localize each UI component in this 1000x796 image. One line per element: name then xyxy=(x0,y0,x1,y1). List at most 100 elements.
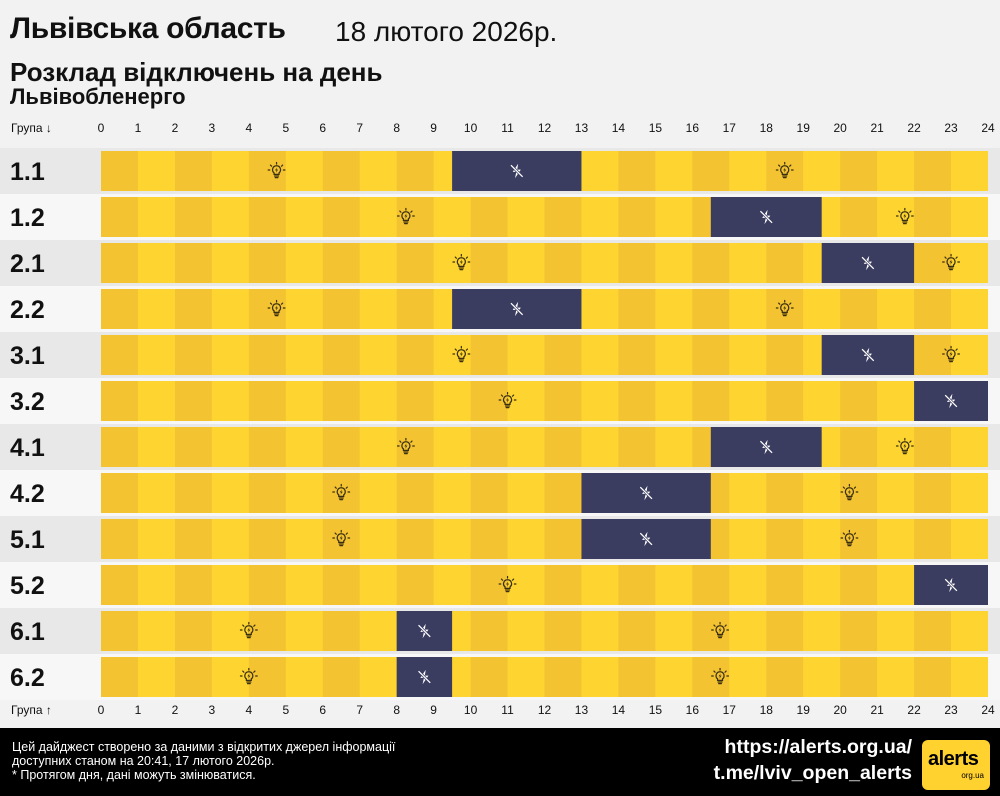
hour-stripe xyxy=(285,427,323,467)
group-row-3-2: 3.2 xyxy=(0,378,1000,424)
hour-stripe xyxy=(359,565,397,605)
hour-stripe xyxy=(803,611,841,651)
hour-stripe xyxy=(951,427,988,467)
axis-caption-bottom: Група ↑ xyxy=(11,703,52,717)
hour-stripe xyxy=(285,289,323,329)
hour-tick-label: 24 xyxy=(981,703,995,717)
group-label: 3.2 xyxy=(10,388,45,416)
hour-stripe xyxy=(729,151,767,191)
hour-stripe xyxy=(137,197,175,237)
hour-stripe xyxy=(655,381,693,421)
hour-stripe xyxy=(581,611,619,651)
hour-stripe xyxy=(729,381,767,421)
disclaimer-note: * Протягом дня, дані можуть змінюватися. xyxy=(12,768,256,782)
hour-stripe xyxy=(285,151,323,191)
hour-stripe xyxy=(211,611,249,651)
hour-stripe xyxy=(137,565,175,605)
hour-tick-label: 17 xyxy=(723,121,737,135)
hour-tick-label: 9 xyxy=(430,703,437,717)
hour-tick-label: 14 xyxy=(612,703,626,717)
hour-tick-label: 1 xyxy=(135,121,142,135)
outage-schedule-chart: 1.1 1.2 2.1 2.2 3.1 3.2 4.1 4.2 5.1 5.2 6.1 6.2 Гру… xyxy=(0,121,1000,717)
region-title: Львівська область xyxy=(10,12,286,45)
hour-stripe xyxy=(359,657,397,697)
hour-tick-label: 15 xyxy=(649,703,663,717)
hour-tick-label: 20 xyxy=(833,121,847,135)
group-row-4-2: 4.2 xyxy=(0,470,1000,516)
hour-stripe xyxy=(951,335,988,375)
hour-tick-label: 8 xyxy=(393,703,400,717)
hour-stripe xyxy=(581,335,619,375)
telegram-link[interactable]: t.me/lviv_open_alerts xyxy=(713,762,912,784)
hour-stripe xyxy=(581,427,619,467)
hour-stripe xyxy=(211,473,249,513)
hour-stripe xyxy=(137,519,175,559)
hour-stripe xyxy=(359,151,397,191)
hour-stripe xyxy=(951,519,988,559)
hour-stripe xyxy=(951,289,988,329)
hour-tick-label: 6 xyxy=(319,121,326,135)
hour-stripe xyxy=(655,197,693,237)
chart-axes: Група ↓ 0 1 2 3 4 5 6 7 8 9 10 11 12 13 14 15 16 17 18 19 20 2… xyxy=(11,121,995,717)
disclaimer-line: Цей дайджест створено за даними з відкри… xyxy=(12,740,396,754)
hour-tick-label: 21 xyxy=(870,703,884,717)
hour-stripe xyxy=(729,243,767,283)
hour-stripe xyxy=(655,243,693,283)
hour-stripe xyxy=(729,473,767,513)
hour-tick-label: 2 xyxy=(172,121,179,135)
axis-caption-top: Група ↓ xyxy=(11,121,52,135)
site-link[interactable]: https://alerts.org.ua/ xyxy=(724,736,912,758)
group-row-3-1: 3.1 xyxy=(0,332,1000,378)
hour-tick-label: 5 xyxy=(282,121,289,135)
hour-stripe xyxy=(803,289,841,329)
hour-tick-label: 11 xyxy=(501,703,514,717)
hour-tick-label: 24 xyxy=(981,121,995,135)
hour-stripe xyxy=(803,565,841,605)
hour-tick-label: 11 xyxy=(501,121,514,135)
hour-stripe xyxy=(951,151,988,191)
hour-stripe xyxy=(433,519,471,559)
hour-stripe xyxy=(507,657,545,697)
hour-stripe xyxy=(285,335,323,375)
hour-stripe xyxy=(211,151,249,191)
hour-stripe xyxy=(211,427,249,467)
group-row-5-1: 5.1 xyxy=(0,516,1000,562)
disclaimer-line: доступних станом на 20:41, 17 лютого 202… xyxy=(12,754,275,768)
hour-stripe xyxy=(729,289,767,329)
hour-tick-label: 8 xyxy=(393,121,400,135)
group-row-2-1: 2.1 xyxy=(0,240,1000,286)
group-label: 6.2 xyxy=(10,664,45,692)
hour-stripe xyxy=(359,381,397,421)
group-label: 2.2 xyxy=(10,296,45,324)
hour-stripe xyxy=(137,289,175,329)
group-row-2-2: 2.2 xyxy=(0,286,1000,332)
hour-tick-label: 7 xyxy=(356,121,363,135)
hour-stripe xyxy=(729,565,767,605)
hour-tick-label: 7 xyxy=(356,703,363,717)
hour-stripe xyxy=(803,657,841,697)
hour-tick-label: 19 xyxy=(797,121,811,135)
hour-stripe xyxy=(877,519,915,559)
hour-tick-label: 6 xyxy=(319,703,326,717)
group-label: 4.2 xyxy=(10,480,45,508)
hour-stripe xyxy=(507,427,545,467)
hour-stripe xyxy=(507,611,545,651)
hour-tick-label: 12 xyxy=(538,703,552,717)
hour-tick-label: 18 xyxy=(760,121,774,135)
hour-stripe xyxy=(211,519,249,559)
hour-stripe xyxy=(433,335,471,375)
hour-stripe xyxy=(729,519,767,559)
group-label: 3.1 xyxy=(10,342,45,370)
hour-stripe xyxy=(285,473,323,513)
hour-stripe xyxy=(655,611,693,651)
hour-stripe xyxy=(433,381,471,421)
hour-stripe xyxy=(877,427,915,467)
hour-stripe xyxy=(211,657,249,697)
hour-stripe xyxy=(285,519,323,559)
hour-stripe xyxy=(581,289,619,329)
hour-stripe xyxy=(507,473,545,513)
hour-stripe xyxy=(877,565,915,605)
hour-stripe xyxy=(211,289,249,329)
hour-stripe xyxy=(581,197,619,237)
alerts-logo[interactable]: alerts org.ua xyxy=(922,740,990,790)
